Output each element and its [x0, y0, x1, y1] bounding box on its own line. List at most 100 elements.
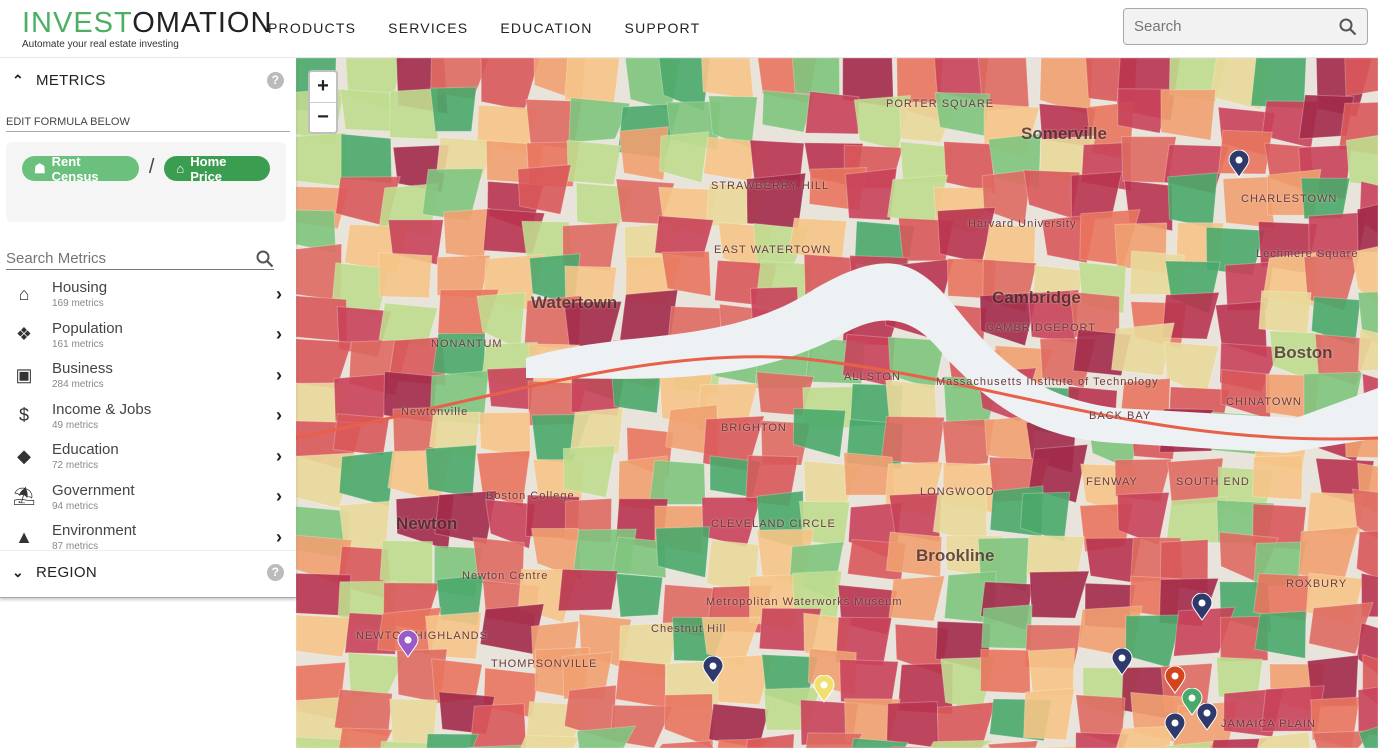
- map-region[interactable]: [478, 411, 532, 460]
- map-region[interactable]: [1211, 737, 1269, 748]
- map-marker-pin-icon[interactable]: [813, 674, 835, 703]
- map-marker-pin-icon[interactable]: [397, 629, 419, 658]
- metrics-section-header[interactable]: ⌃ METRICS ?: [0, 58, 296, 102]
- map-region[interactable]: [746, 733, 795, 748]
- map-region[interactable]: [663, 693, 714, 748]
- map-region[interactable]: [1357, 291, 1378, 346]
- choropleth-map[interactable]: + − Somerville Watertown Cambridge Boston Ne…: [296, 58, 1378, 748]
- map-region[interactable]: [1308, 601, 1374, 655]
- map-region[interactable]: [979, 291, 1039, 347]
- map-region[interactable]: [563, 58, 621, 105]
- map-region[interactable]: [339, 88, 393, 132]
- map-region[interactable]: [655, 526, 711, 579]
- map-region[interactable]: [1110, 322, 1175, 377]
- map-marker-pin-icon[interactable]: [1196, 702, 1218, 731]
- map-region[interactable]: [443, 208, 491, 259]
- map-region[interactable]: [426, 733, 480, 748]
- map-region[interactable]: [1161, 291, 1220, 340]
- map-region[interactable]: [1219, 615, 1269, 662]
- map-region[interactable]: [981, 604, 1033, 650]
- map-region[interactable]: [296, 614, 354, 658]
- map-region[interactable]: [1345, 134, 1378, 187]
- search-metrics-input[interactable]: [6, 250, 256, 267]
- category-population[interactable]: ❖ Population 161 metrics ›: [0, 315, 296, 356]
- map-region[interactable]: [717, 653, 776, 706]
- map-region[interactable]: [380, 740, 439, 748]
- search-icon[interactable]: [256, 250, 274, 268]
- map-region[interactable]: [612, 536, 667, 579]
- map-region[interactable]: [1312, 730, 1374, 748]
- map-region[interactable]: [618, 126, 669, 181]
- formula-editor[interactable]: ☗ Rent Census / ⌂ Home Price: [6, 142, 286, 222]
- map-region[interactable]: [557, 568, 619, 612]
- map-region[interactable]: [429, 86, 477, 132]
- help-icon[interactable]: ?: [267, 564, 284, 581]
- map-region[interactable]: [338, 727, 394, 748]
- map-region[interactable]: [340, 133, 393, 185]
- category-housing[interactable]: ⌂ Housing 169 metrics ›: [0, 274, 296, 315]
- map-marker-pin-icon[interactable]: [1164, 712, 1186, 741]
- map-region[interactable]: [562, 444, 616, 499]
- map-region[interactable]: [1254, 610, 1307, 659]
- map-region[interactable]: [761, 89, 815, 133]
- map-marker-pin-icon[interactable]: [1164, 665, 1186, 694]
- map-region[interactable]: [886, 700, 940, 748]
- map-region[interactable]: [1028, 443, 1089, 504]
- map-marker-pin-icon[interactable]: [1191, 592, 1213, 621]
- map-region[interactable]: [1173, 606, 1236, 657]
- map-region[interactable]: [658, 740, 714, 748]
- category-environment[interactable]: ▲ Environment 87 metrics ›: [0, 517, 296, 558]
- map-region[interactable]: [658, 131, 710, 184]
- map-region[interactable]: [1258, 290, 1312, 335]
- map-region[interactable]: [1357, 328, 1378, 372]
- map-region[interactable]: [941, 418, 995, 467]
- map-region[interactable]: [648, 459, 706, 506]
- map-region[interactable]: [701, 58, 755, 100]
- nav-support[interactable]: SUPPORT: [624, 20, 701, 36]
- nav-services[interactable]: SERVICES: [388, 20, 469, 36]
- map-region[interactable]: [575, 182, 633, 228]
- map-region[interactable]: [1075, 731, 1130, 748]
- formula-chip-rent-census[interactable]: ☗ Rent Census: [22, 154, 139, 184]
- map-region[interactable]: [1358, 726, 1378, 748]
- map-region[interactable]: [1117, 88, 1172, 134]
- map-region[interactable]: [615, 573, 664, 618]
- formula-chip-home-price[interactable]: ⌂ Home Price: [164, 154, 270, 184]
- map-region[interactable]: [851, 737, 909, 748]
- map-region[interactable]: [1356, 204, 1378, 253]
- map-marker-pin-icon[interactable]: [702, 655, 724, 684]
- map-marker-pin-icon[interactable]: [1228, 149, 1250, 178]
- search-input[interactable]: [1134, 18, 1339, 35]
- map-marker-pin-icon[interactable]: [1111, 647, 1133, 676]
- map-region[interactable]: [568, 97, 631, 143]
- map-region[interactable]: [1023, 687, 1075, 741]
- map-region[interactable]: [937, 701, 997, 748]
- map-region[interactable]: [1344, 58, 1378, 97]
- map-marker-pin-icon[interactable]: [1181, 687, 1203, 716]
- map-region[interactable]: [576, 725, 637, 748]
- map-region[interactable]: [1356, 530, 1378, 580]
- map-region[interactable]: [1251, 454, 1303, 501]
- map-region[interactable]: [614, 659, 666, 709]
- map-region[interactable]: [569, 407, 624, 455]
- map-region[interactable]: [805, 732, 864, 748]
- map-region[interactable]: [804, 90, 860, 135]
- map-region[interactable]: [979, 648, 1031, 694]
- map-region[interactable]: [1165, 740, 1216, 748]
- map-region[interactable]: [469, 703, 527, 748]
- map-region[interactable]: [566, 139, 622, 186]
- map-region[interactable]: [1029, 570, 1090, 619]
- map-region[interactable]: [791, 58, 841, 97]
- category-government[interactable]: ⛱ Government 94 metrics ›: [0, 477, 296, 518]
- map-region[interactable]: [708, 703, 770, 748]
- search-icon[interactable]: [1339, 18, 1357, 36]
- map-region[interactable]: [387, 219, 444, 266]
- category-business[interactable]: ▣ Business 284 metrics ›: [0, 355, 296, 396]
- map-region[interactable]: [1351, 246, 1378, 307]
- map-region[interactable]: [1351, 488, 1378, 540]
- map-region[interactable]: [1167, 172, 1219, 229]
- map-region[interactable]: [1256, 731, 1311, 748]
- map-region[interactable]: [484, 498, 536, 550]
- map-region[interactable]: [1124, 614, 1183, 669]
- map-region[interactable]: [425, 444, 478, 498]
